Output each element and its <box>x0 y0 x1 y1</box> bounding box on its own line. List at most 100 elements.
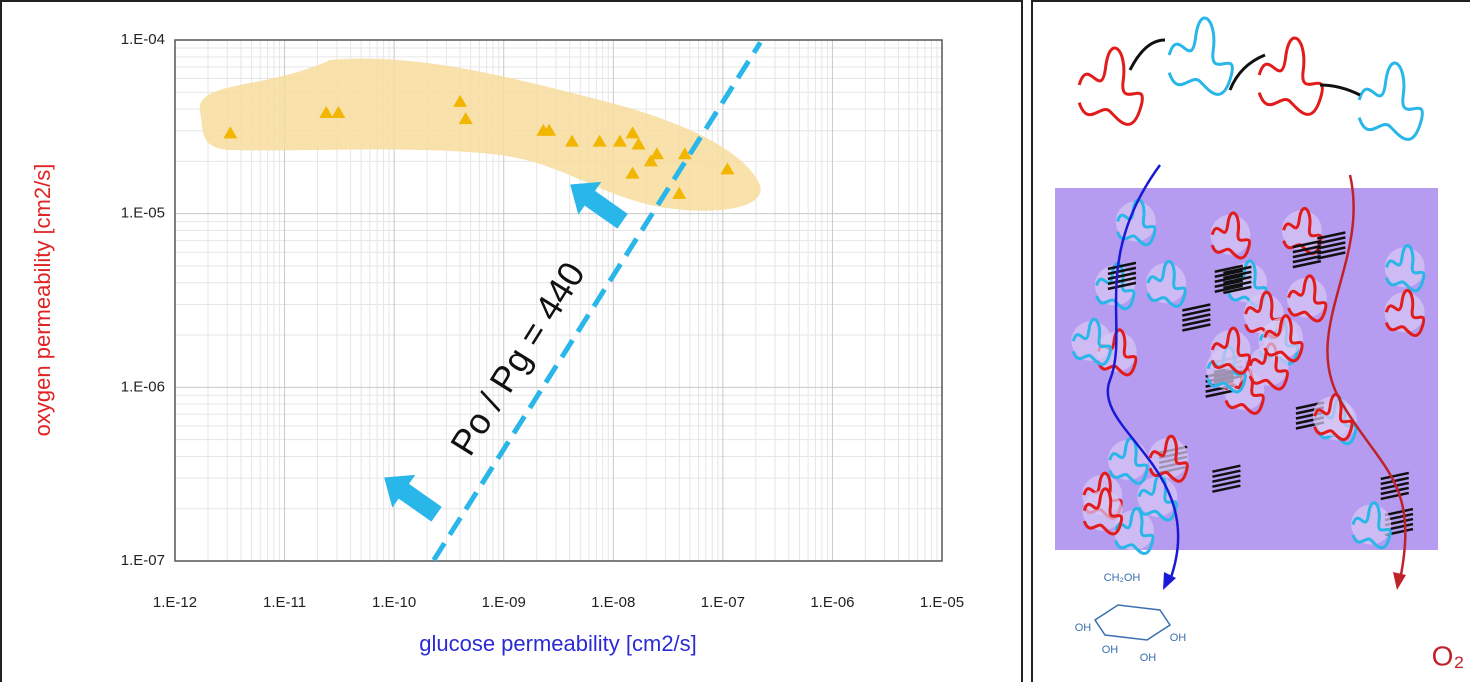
crystallite <box>1384 507 1414 517</box>
polymer-coil <box>1095 262 1136 311</box>
arrow <box>570 181 628 229</box>
crystallite <box>1212 479 1241 488</box>
coil-halo <box>1281 210 1322 251</box>
arrow <box>384 474 442 522</box>
crystallite <box>1182 308 1211 317</box>
data-point <box>625 166 640 179</box>
polymer-coil <box>1384 288 1426 337</box>
polymer-coil <box>1148 434 1189 483</box>
polymer-coil <box>1210 211 1251 260</box>
crystallite <box>1223 275 1252 285</box>
diagram: CH₂OH OH OH OH OH O₂ <box>1055 16 1465 671</box>
coil-halo <box>1210 329 1251 370</box>
crystallite <box>1223 285 1252 295</box>
crystallite <box>1223 280 1252 290</box>
crystallite <box>1292 239 1322 249</box>
data-point <box>592 134 607 147</box>
shaded-region <box>199 58 761 211</box>
chain-link <box>1128 38 1361 97</box>
polymer-coil <box>1167 16 1234 96</box>
data-point <box>458 112 473 125</box>
data-point <box>631 137 646 150</box>
polymer-coil <box>1224 366 1265 415</box>
coil-halo <box>1263 317 1304 358</box>
polymer-coil <box>1108 436 1149 485</box>
polymer-coil <box>1287 274 1328 323</box>
crystallite <box>1182 313 1211 322</box>
crystallite <box>1107 261 1137 271</box>
left-panel-frame <box>0 0 1023 682</box>
data-point <box>542 123 557 136</box>
crystallite <box>1107 271 1137 281</box>
arrow-head <box>1163 572 1176 590</box>
crystallite <box>1223 265 1252 275</box>
crystallite <box>1214 284 1244 293</box>
crystallite <box>1317 236 1346 245</box>
data-point <box>453 94 468 107</box>
glucose-path <box>1106 164 1180 581</box>
y-axis-label: oxygen permeability [cm2/s] <box>30 164 55 437</box>
glucose-label: OH <box>1102 644 1119 656</box>
coil-halo <box>1107 440 1148 481</box>
polymer-coil <box>1097 328 1138 377</box>
crystallite <box>1380 471 1410 481</box>
polymer-coil <box>1210 326 1252 375</box>
data-point <box>612 134 627 147</box>
glucose-label: CH₂OH <box>1104 572 1141 584</box>
crystallite <box>1214 274 1244 283</box>
data-point <box>649 147 664 160</box>
polymer-coil <box>1351 501 1392 550</box>
crystallite <box>1380 491 1410 501</box>
crystallite <box>1317 246 1346 255</box>
crystallite <box>1212 469 1241 478</box>
glucose-label: OH <box>1075 622 1092 634</box>
crystallite <box>1214 279 1244 288</box>
oxygen-path <box>1326 174 1407 581</box>
polymer-coil <box>1082 487 1124 536</box>
polymer-coil <box>1257 36 1324 116</box>
crystallite <box>1223 270 1252 280</box>
crystallite <box>1214 264 1244 273</box>
crystallite <box>1214 269 1244 278</box>
y-tick-label: 1.E-07 <box>121 552 165 569</box>
glucose-label: OH <box>1170 632 1187 644</box>
polymer-coil <box>1146 259 1187 308</box>
crystallite <box>1292 249 1322 259</box>
crystallite <box>1292 244 1322 254</box>
plot-frame <box>174 39 943 562</box>
coil-halo <box>1071 321 1112 362</box>
crystallite <box>1292 254 1322 264</box>
crystallite <box>1107 276 1137 286</box>
polymer-coil <box>1248 342 1289 391</box>
oxygen-label: O₂ <box>1432 640 1465 671</box>
y-tick-label: 1.E-05 <box>121 205 165 222</box>
y-tick-label: 1.E-06 <box>121 378 165 395</box>
crystallite <box>1107 266 1137 276</box>
coil-halo <box>1384 292 1425 333</box>
y-tick-label: 1.E-04 <box>121 31 165 48</box>
x-tick-label: 1.E-11 <box>263 594 306 611</box>
arrow-head <box>1393 572 1406 590</box>
polymer-coil <box>1114 506 1155 555</box>
reference-line <box>431 41 763 562</box>
crystallite <box>1212 464 1241 473</box>
data-point <box>643 154 658 167</box>
coil-halo <box>1384 247 1425 288</box>
polymer-coil <box>1357 61 1424 141</box>
x-tick-label: 1.E-08 <box>591 594 635 611</box>
coil-halo <box>1148 437 1189 478</box>
data-point <box>720 162 735 175</box>
glucose-label: OH <box>1140 652 1157 664</box>
crystallite <box>1317 241 1346 250</box>
data-point <box>319 105 334 118</box>
coil-halo <box>1113 510 1154 551</box>
data-point <box>672 186 687 199</box>
x-tick-label: 1.E-07 <box>701 594 745 611</box>
x-tick-label: 1.E-05 <box>920 594 964 611</box>
polymer-coil <box>1263 314 1304 363</box>
polymer-coil <box>1077 46 1144 126</box>
x-axis-label: glucose permeability [cm2/s] <box>419 631 697 656</box>
polymer-coil <box>1313 392 1354 441</box>
x-tick-label: 1.E-09 <box>482 594 526 611</box>
